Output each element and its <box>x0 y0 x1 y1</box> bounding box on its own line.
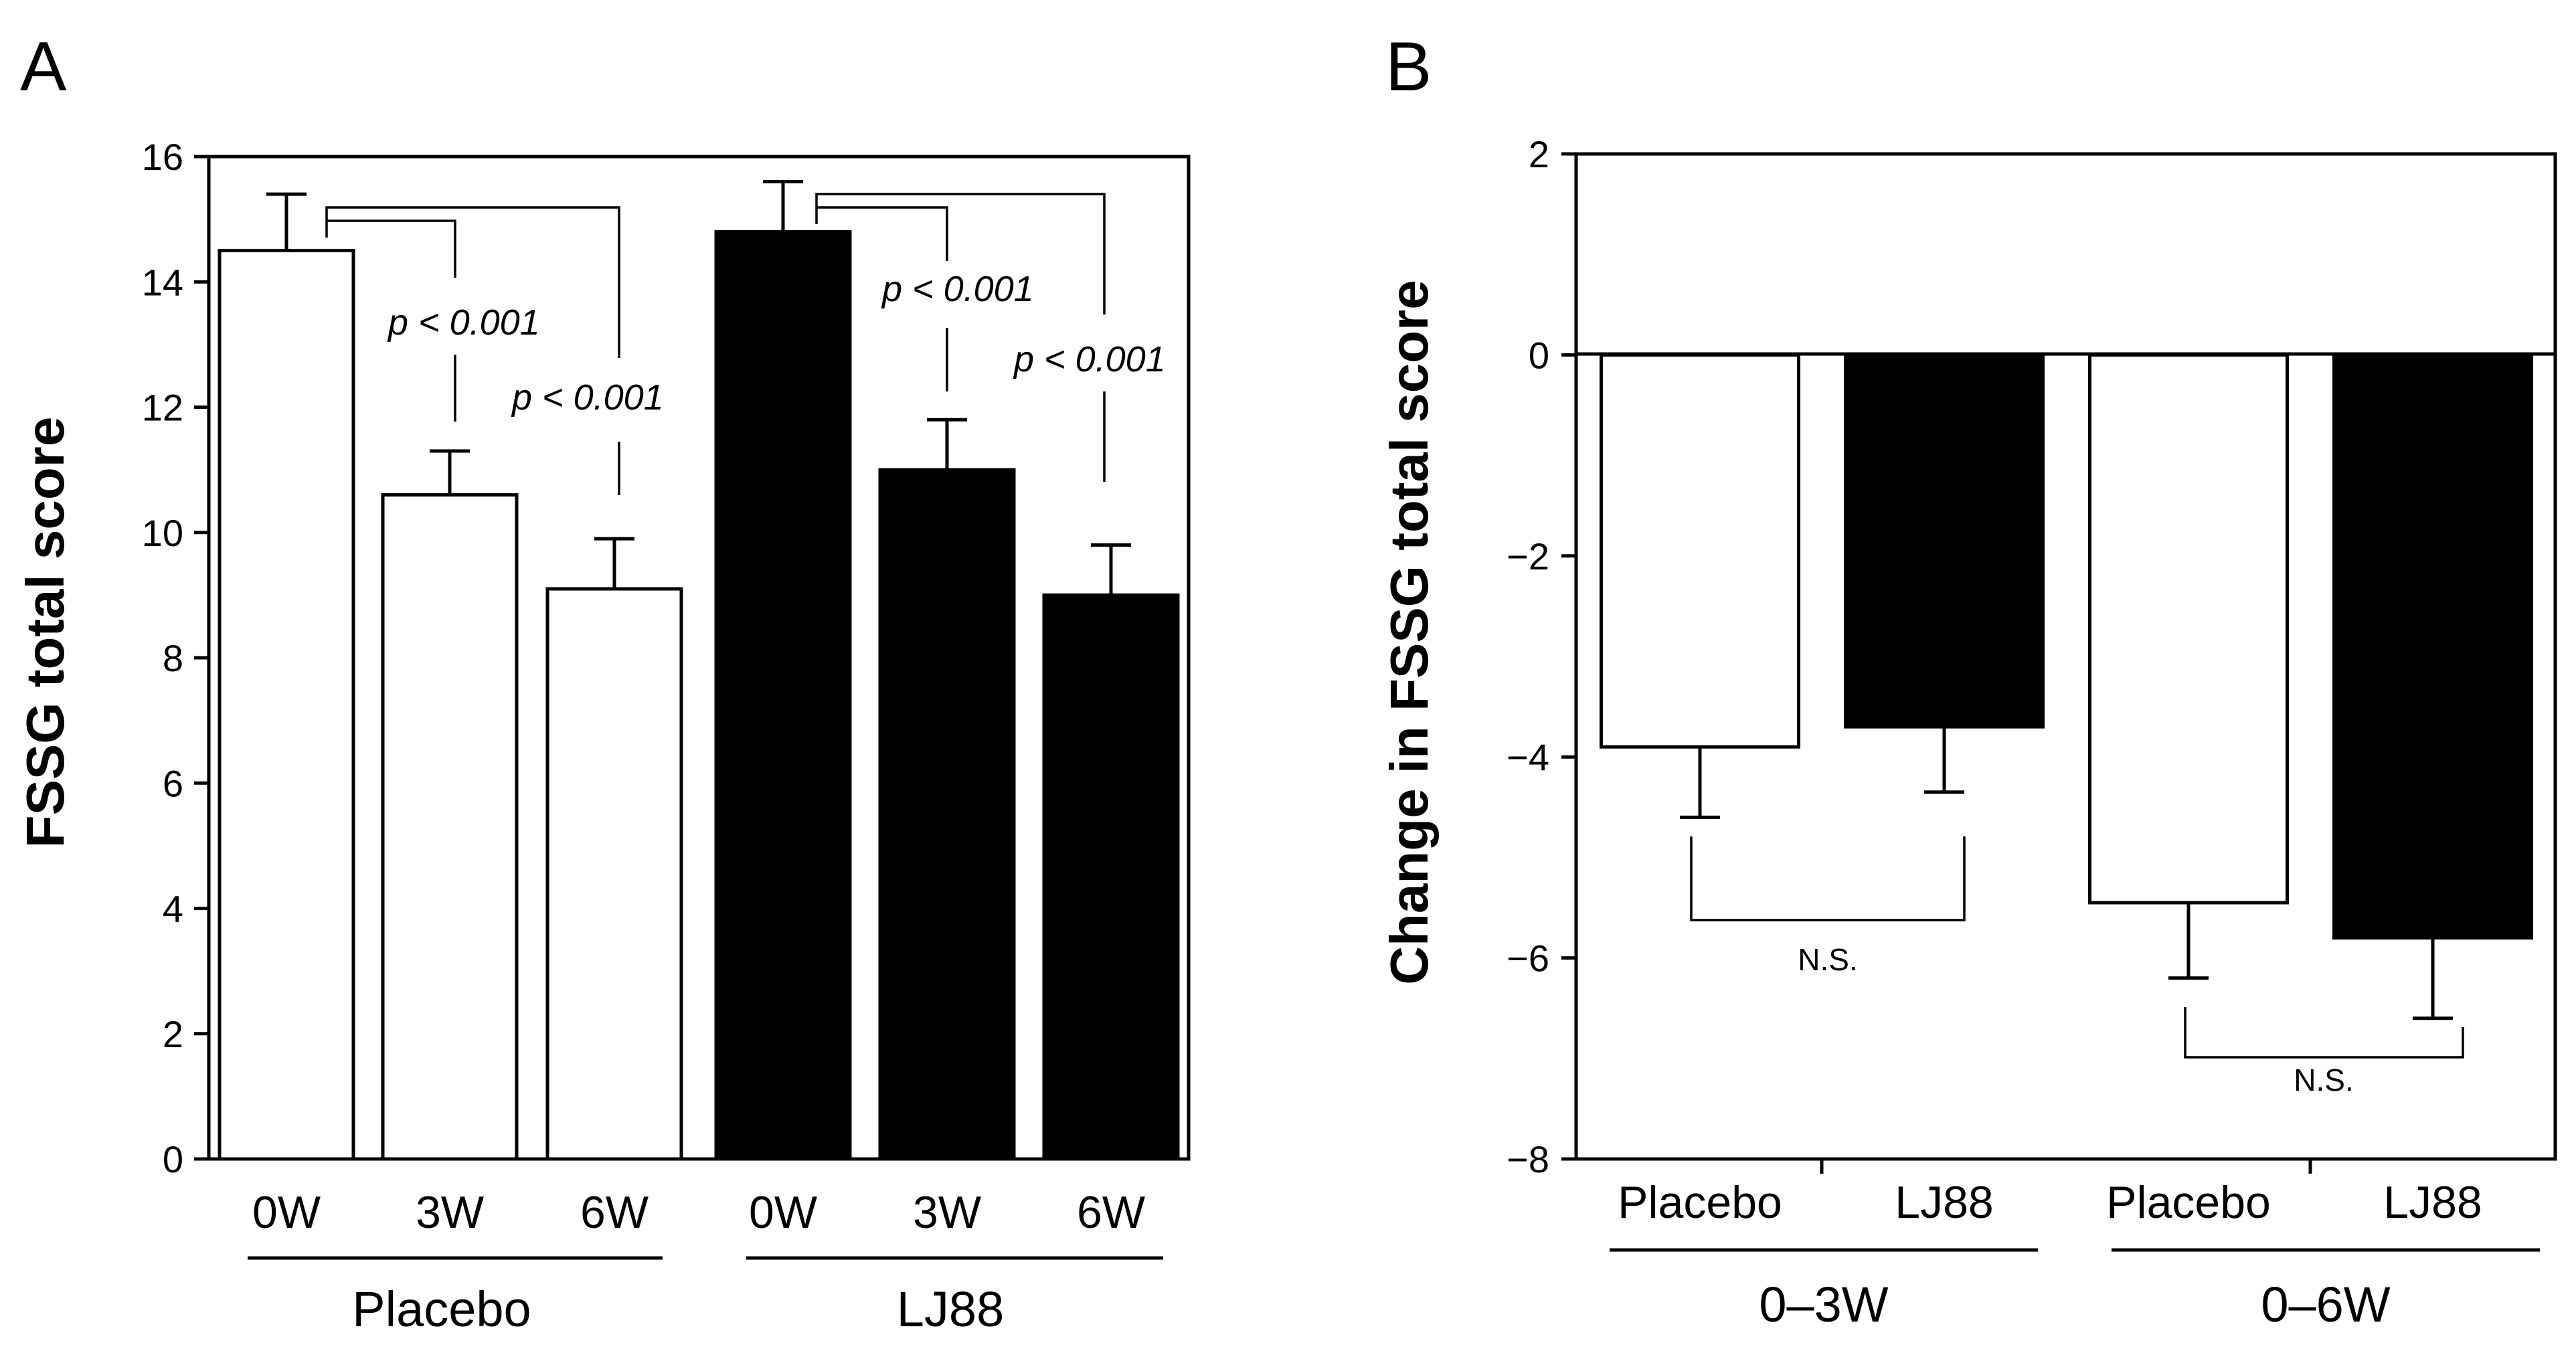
pvalue-lj88-3w: p < 0.001 <box>881 269 1034 309</box>
panel-b-category-label: Placebo <box>2106 1177 2271 1228</box>
pvalue-placebo-3w: p < 0.001 <box>387 302 540 343</box>
panel-b-group-label-0-6w: 0–6W <box>2261 1277 2390 1332</box>
panel-b-label: B <box>1385 28 1432 106</box>
panel-b-bar <box>2088 353 2289 905</box>
panel-a-y-ticks: 0 2 4 6 8 10 12 14 16 <box>142 136 209 1180</box>
panel-a-plot-frame <box>207 155 1191 1161</box>
panel-b-ytick-label: −8 <box>1507 1138 1549 1180</box>
panel-b: B −8−6−4−202 Change in FSSG total score … <box>1379 28 2557 1332</box>
ns-label-0-6w: N.S. <box>2294 1063 2353 1097</box>
panel-a-bar <box>381 493 519 1161</box>
panel-b-ytick-label: 0 <box>1529 334 1549 376</box>
panel-b-ytick-label: −2 <box>1507 535 1549 577</box>
panel-a-category-label: 6W <box>1077 1187 1145 1238</box>
panel-a-ytick-label: 4 <box>163 888 183 930</box>
panel-a-category-label: 6W <box>580 1187 649 1238</box>
panel-a-label: A <box>20 28 67 106</box>
pvalue-lj88-6w-text: p < 0.001 <box>1013 339 1166 379</box>
panel-b-ytick-label: −6 <box>1507 937 1549 980</box>
panel-b-y-axis-label: Change in FSSG total score <box>1379 280 1439 985</box>
panel-a-ytick-label: 0 <box>163 1138 183 1180</box>
panel-b-error-bars <box>1680 727 2453 1020</box>
panel-b-y-ticks: −8 −6 −4 −2 0 2 <box>1507 133 1576 1180</box>
panel-a-group-label-lj88: LJ88 <box>897 1281 1004 1337</box>
panel-b-ytick-label: −4 <box>1507 736 1549 778</box>
panel-a-category-label: 0W <box>749 1187 817 1238</box>
pvalue-placebo-6w-text: p < 0.001 <box>511 377 664 418</box>
panel-b-bar <box>2332 353 2533 940</box>
panel-a-ytick-label: 6 <box>163 762 183 804</box>
panel-a-bar <box>545 587 683 1161</box>
panel-a-ytick-label: 2 <box>163 1013 183 1055</box>
pvalue-lj88-6w: p < 0.001 <box>1013 339 1166 379</box>
panel-b-category-label: LJ88 <box>1895 1177 1993 1228</box>
panel-b-category-label: Placebo <box>1618 1177 1782 1228</box>
bracket-placebo-0w-3w <box>327 219 456 278</box>
panel-a-error-bars <box>266 179 1131 596</box>
panel-a-bar <box>878 468 1016 1161</box>
panel-b-bars <box>1600 353 2533 940</box>
pvalue-placebo-6w: p < 0.001 <box>511 377 664 418</box>
bracket-lj88-0w-6w <box>815 193 1106 315</box>
panel-a-bar <box>218 248 355 1161</box>
panel-a-category-label: 0W <box>252 1187 321 1238</box>
panel-b-x-categories: Placebo LJ88 Placebo LJ88 <box>1618 1159 2482 1228</box>
panel-a-category-label: 3W <box>913 1187 981 1238</box>
panel-a-ytick-label: 14 <box>142 261 183 303</box>
panel-b-category-label: LJ88 <box>2383 1177 2482 1228</box>
panel-a-category-label: 3W <box>416 1187 484 1238</box>
panel-a-y-axis-label: FSSG total score <box>15 417 75 848</box>
pvalue-lj88-3w-text: p < 0.001 <box>881 269 1034 309</box>
panel-b-group-label-0-3w: 0–3W <box>1759 1277 1888 1332</box>
panel-a-ytick-label: 16 <box>142 136 183 178</box>
ns-bracket-0-3w <box>1690 836 1966 921</box>
panel-b-bar <box>1600 353 1800 749</box>
panel-a-bar <box>714 230 852 1161</box>
panel-b-ytick-label: 2 <box>1529 133 1549 175</box>
panel-b-bar <box>1844 353 2045 729</box>
pvalue-placebo-3w-text: p < 0.001 <box>387 302 540 343</box>
bracket-placebo-0w-6w <box>325 206 620 358</box>
panel-b-plot-frame <box>1574 152 2557 1161</box>
bracket-lj88-0w-3w <box>817 206 948 261</box>
panel-a-ytick-label: 8 <box>163 637 183 679</box>
panel-a-bar <box>1042 593 1180 1161</box>
panel-a-x-categories: 0W 3W 6W 0W 3W 6W <box>252 1187 1145 1238</box>
ns-label-0-3w: N.S. <box>1798 942 1857 977</box>
panel-a-bars <box>218 230 1180 1161</box>
panel-a-group-label-placebo: Placebo <box>352 1281 531 1337</box>
ns-bracket-0-6w <box>2184 1007 2464 1059</box>
panel-a-ytick-label: 12 <box>142 387 183 429</box>
panel-a-ytick-label: 10 <box>142 512 183 554</box>
